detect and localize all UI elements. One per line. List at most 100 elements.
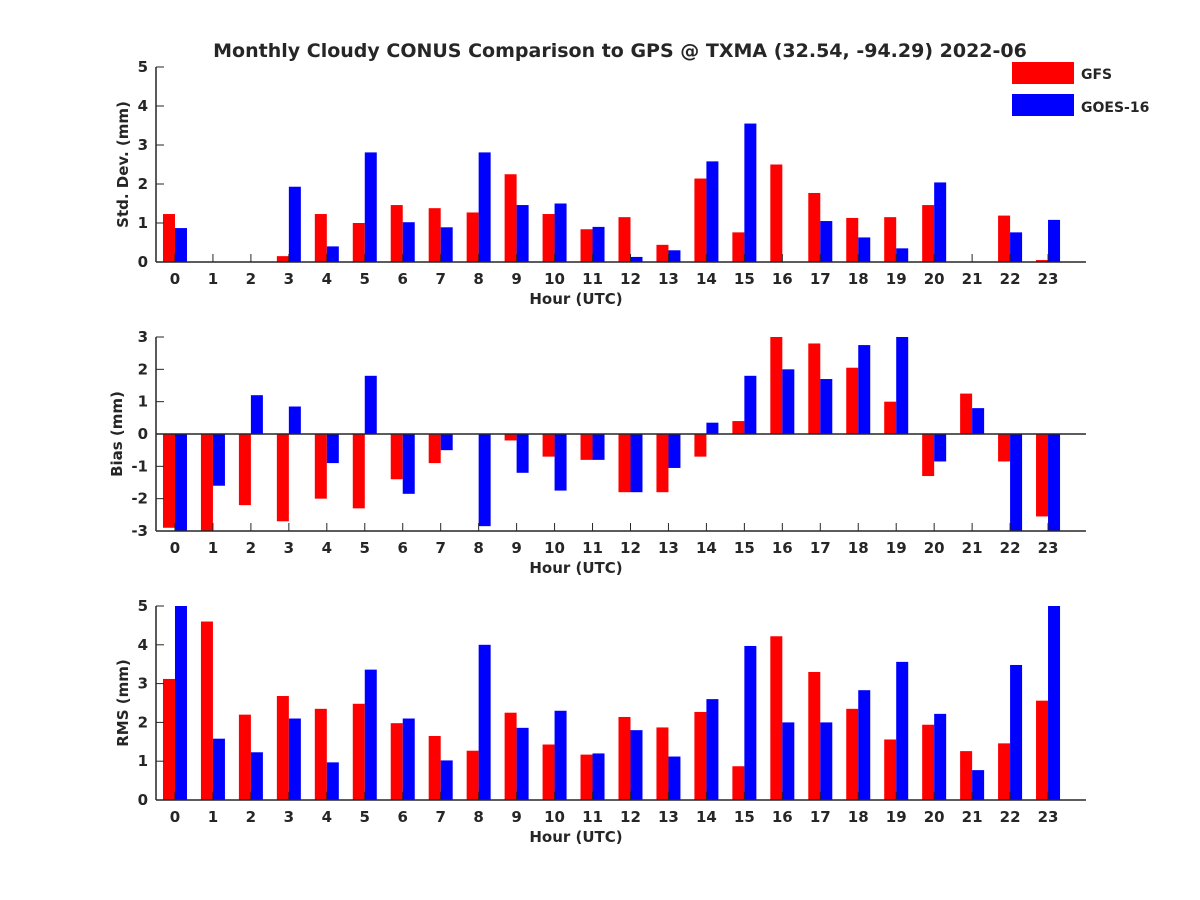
bar-gfs-panel0-hour6 <box>390 205 403 262</box>
bar-goes16-panel0-hour19 <box>896 248 909 262</box>
bar-gfs-panel1-hour2 <box>238 434 251 506</box>
x-tick-label: 0 <box>170 270 180 288</box>
bar-goes16-panel2-hour14 <box>706 699 719 800</box>
x-tick-label: 6 <box>398 808 408 826</box>
bar-goes16-panel0-hour23 <box>1048 219 1061 262</box>
bar-gfs-panel1-hour5 <box>352 434 365 509</box>
bar-gfs-panel2-hour8 <box>466 750 479 800</box>
y-tick-label: 3 <box>138 136 148 154</box>
bar-gfs-panel0-hour8 <box>466 212 479 262</box>
bar-gfs-panel1-hour9 <box>504 434 517 441</box>
bar-goes16-panel0-hour10 <box>554 203 567 262</box>
bar-gfs-panel0-hour15 <box>732 232 745 262</box>
bar-goes16-panel0-hour11 <box>592 226 605 262</box>
bar-gfs-panel2-hour9 <box>504 712 517 800</box>
x-tick-label: 2 <box>246 270 256 288</box>
bar-gfs-panel1-hour14 <box>694 434 707 457</box>
bar-gfs-panel2-hour19 <box>884 739 897 800</box>
bar-gfs-panel2-hour7 <box>428 735 441 800</box>
x-tick-label: 18 <box>848 270 869 288</box>
x-tick-label: 17 <box>810 270 831 288</box>
x-tick-label: 16 <box>772 539 793 557</box>
bar-goes16-panel2-hour17 <box>820 722 833 800</box>
bar-gfs-panel2-hour17 <box>808 671 821 800</box>
bar-gfs-panel2-hour18 <box>846 708 859 800</box>
x-tick-label: 7 <box>435 270 445 288</box>
bar-gfs-panel2-hour0 <box>162 678 175 800</box>
x-tick-label: 10 <box>544 808 565 826</box>
x-tick-label: 9 <box>511 808 521 826</box>
bar-goes16-panel0-hour15 <box>744 123 757 262</box>
bar-gfs-panel0-hour10 <box>542 214 555 262</box>
x-tick-label: 2 <box>246 808 256 826</box>
bar-goes16-panel1-hour0 <box>174 434 187 531</box>
x-tick-label: 13 <box>658 539 679 557</box>
bar-goes16-panel2-hour16 <box>782 722 795 800</box>
bar-goes16-panel1-hour20 <box>934 434 947 462</box>
y-tick-label: 1 <box>138 752 148 770</box>
bar-gfs-panel2-hour4 <box>314 708 327 800</box>
x-tick-label: 23 <box>1038 270 1059 288</box>
bar-gfs-panel2-hour10 <box>542 744 555 800</box>
bar-gfs-panel1-hour21 <box>960 393 973 434</box>
x-tick-label: 19 <box>886 808 907 826</box>
x-tick-label: 20 <box>924 270 945 288</box>
y-axis-label: Bias (mm) <box>108 391 126 477</box>
bar-goes16-panel1-hour22 <box>1010 434 1023 531</box>
x-tick-label: 5 <box>360 539 370 557</box>
bar-goes16-panel2-hour3 <box>288 718 301 800</box>
bar-goes16-panel0-hour3 <box>288 186 301 262</box>
x-tick-label: 14 <box>696 539 717 557</box>
x-axis-label: Hour (UTC) <box>529 290 622 308</box>
bar-gfs-panel2-hour11 <box>580 754 593 800</box>
bar-goes16-panel1-hour5 <box>364 375 377 434</box>
x-tick-label: 4 <box>322 539 332 557</box>
bar-gfs-panel1-hour13 <box>656 434 669 493</box>
bar-gfs-panel1-hour10 <box>542 434 555 457</box>
plots: 0 1 2 3 4 5 6 7 8 9 10 11 12 13 14 15 16 17 18 19 20 21 22 2301… <box>108 58 1086 846</box>
chart-title: Monthly Cloudy CONUS Comparison to GPS @… <box>213 40 1027 62</box>
x-tick-label: 12 <box>620 270 641 288</box>
bar-goes16-panel0-hour5 <box>364 152 377 262</box>
bar-gfs-panel1-hour19 <box>884 401 897 434</box>
x-tick-label: 0 <box>170 808 180 826</box>
x-tick-label: 16 <box>772 808 793 826</box>
y-axis-label: RMS (mm) <box>114 659 132 746</box>
x-tick-label: 21 <box>962 270 983 288</box>
bar-goes16-panel1-hour15 <box>744 375 757 434</box>
bar-goes16-panel1-hour19 <box>896 337 909 434</box>
bar-gfs-panel1-hour23 <box>1036 434 1049 517</box>
bar-gfs-panel1-hour3 <box>276 434 289 522</box>
x-tick-label: 18 <box>848 539 869 557</box>
bar-goes16-panel0-hour13 <box>668 250 681 262</box>
x-tick-label: 14 <box>696 808 717 826</box>
bar-gfs-panel2-hour14 <box>694 711 707 800</box>
bar-gfs-panel1-hour11 <box>580 434 593 460</box>
x-tick-label: 19 <box>886 539 907 557</box>
bar-goes16-panel1-hour3 <box>288 406 301 434</box>
y-tick-label: 4 <box>138 636 148 654</box>
bar-gfs-panel2-hour16 <box>770 636 783 800</box>
x-tick-label: 19 <box>886 270 907 288</box>
x-tick-label: 13 <box>658 270 679 288</box>
x-tick-label: 4 <box>322 270 332 288</box>
x-tick-label: 20 <box>924 539 945 557</box>
y-tick-label: 0 <box>138 791 148 809</box>
x-tick-label: 1 <box>208 539 218 557</box>
bar-goes16-panel1-hour13 <box>668 434 681 468</box>
x-tick-label: 14 <box>696 270 717 288</box>
x-tick-label: 11 <box>582 270 603 288</box>
legend-label-goes16: GOES-16 <box>1081 100 1149 116</box>
x-tick-label: 1 <box>208 270 218 288</box>
legend: GFS GOES-16 <box>1012 62 1149 116</box>
bar-goes16-panel0-hour0 <box>174 228 187 262</box>
bar-gfs-panel0-hour3 <box>276 256 289 262</box>
x-tick-label: 9 <box>511 539 521 557</box>
bar-goes16-panel2-hour23 <box>1048 606 1061 800</box>
bar-goes16-panel1-hour16 <box>782 369 795 434</box>
x-tick-label: 8 <box>473 539 483 557</box>
bar-gfs-panel1-hour7 <box>428 434 441 464</box>
x-tick-label: 10 <box>544 270 565 288</box>
y-tick-label: 1 <box>138 393 148 411</box>
